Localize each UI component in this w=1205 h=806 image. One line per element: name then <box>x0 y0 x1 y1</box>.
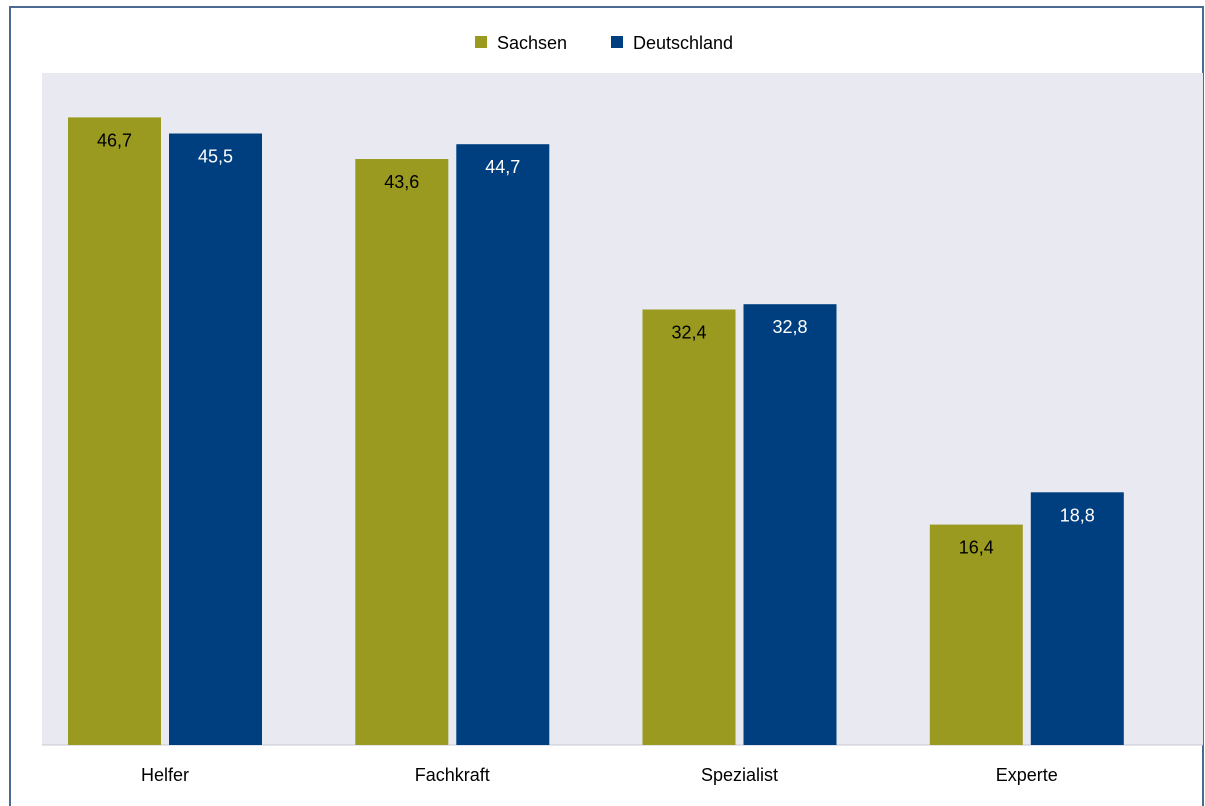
bar-deutschland-fachkraft <box>456 144 550 745</box>
legend-swatch-sachsen <box>475 36 487 48</box>
bar-deutschland-experte <box>1030 492 1124 745</box>
bar-sachsen-helfer <box>68 117 161 745</box>
category-label-fachkraft: Fachkraft <box>415 765 490 785</box>
legend-swatch-deutschland <box>611 36 623 48</box>
data-label-deutschland-helfer: 45,5 <box>198 147 233 167</box>
category-label-spezialist: Spezialist <box>701 765 778 785</box>
data-label-sachsen-spezialist: 32,4 <box>671 323 706 343</box>
legend-label-deutschland: Deutschland <box>633 33 733 53</box>
data-label-sachsen-helfer: 46,7 <box>97 130 132 150</box>
data-labels-group: 46,7 45,5 43,6 44,7 32,4 32,8 16,4 18,8 <box>97 130 1095 557</box>
bar-chart: Sachsen Deutschland 46,7 45,5 43,6 44,7 32,4… <box>42 33 1203 785</box>
data-label-deutschland-experte: 18,8 <box>1060 505 1095 525</box>
data-label-deutschland-fachkraft: 44,7 <box>485 157 520 177</box>
category-labels-group: Helfer Fachkraft Spezialist Experte <box>141 765 1058 785</box>
legend: Sachsen Deutschland <box>475 33 733 53</box>
category-label-experte: Experte <box>996 765 1058 785</box>
bar-series-group <box>68 117 1124 745</box>
data-label-sachsen-fachkraft: 43,6 <box>384 172 419 192</box>
bar-deutschland-helfer <box>169 133 262 745</box>
data-label-sachsen-experte: 16,4 <box>959 538 994 558</box>
legend-label-sachsen: Sachsen <box>497 33 567 53</box>
bar-sachsen-fachkraft <box>355 159 449 745</box>
category-label-helfer: Helfer <box>141 765 189 785</box>
bar-deutschland-spezialist <box>743 304 837 745</box>
bar-sachsen-experte <box>929 524 1023 745</box>
data-label-deutschland-spezialist: 32,8 <box>772 317 807 337</box>
bar-sachsen-spezialist <box>642 309 736 745</box>
